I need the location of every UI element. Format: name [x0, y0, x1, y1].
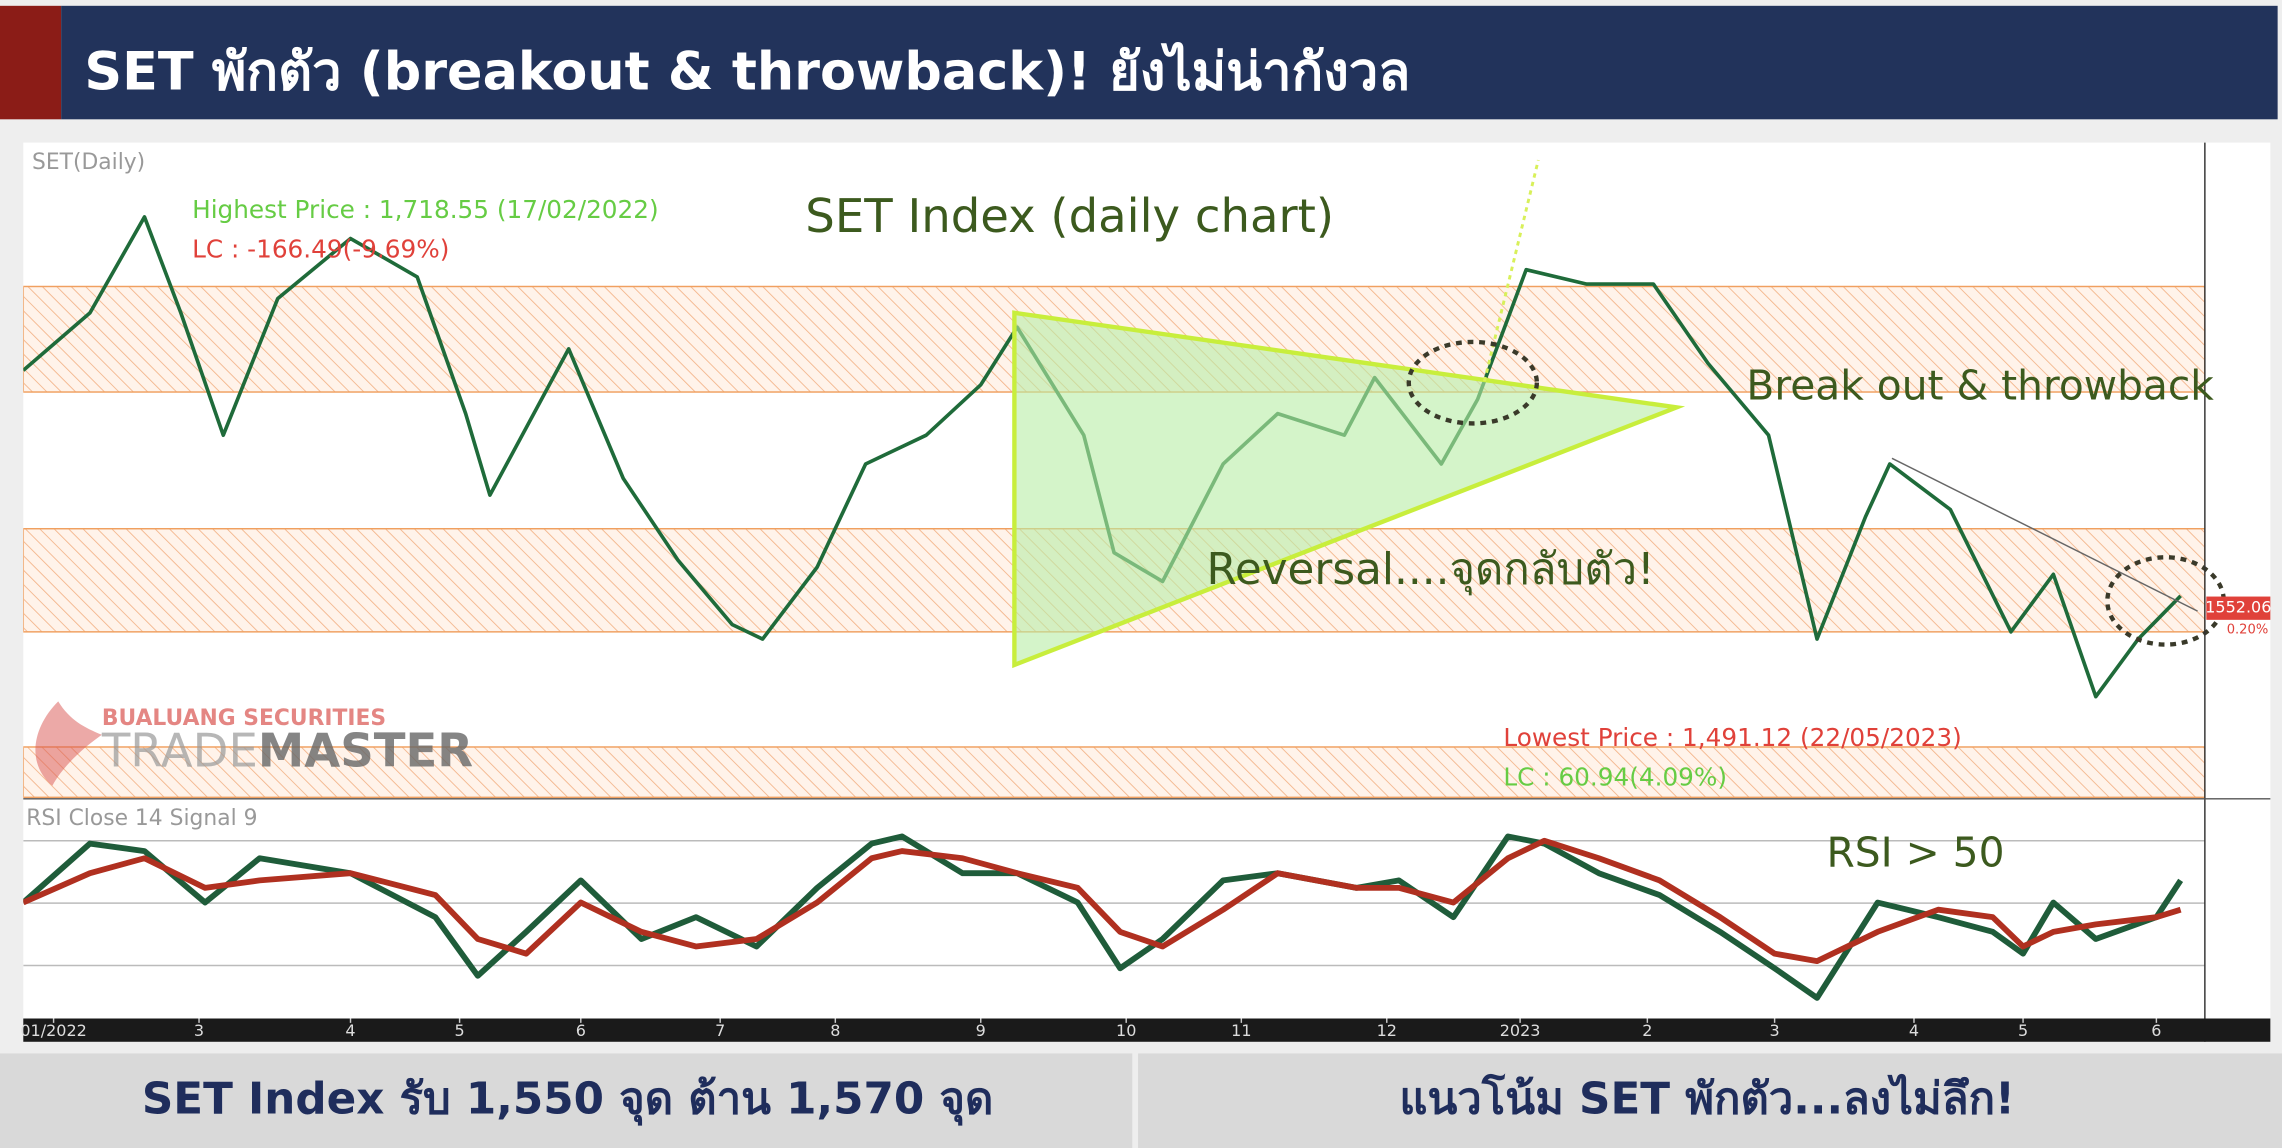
x-tick-label: 4 [345, 1021, 355, 1040]
header-accent [0, 5, 62, 120]
x-tick-label: 6 [576, 1021, 586, 1040]
footer-text: SET Index รับ 1,550 จุด ต้าน 1,570 จุด [142, 1073, 993, 1126]
x-axis-band [23, 1018, 2271, 1042]
annotation: Lowest Price : 1,491.12 (22/05/2023) [1503, 723, 1961, 752]
footer-box [1138, 1053, 2282, 1148]
annotation: RSI > 50 [1826, 829, 2004, 877]
series-line [23, 837, 2182, 965]
annotation: Break out & throwback [1746, 361, 2214, 409]
highlight-circle [1406, 339, 1540, 426]
footer-text: แนวโน้ม SET พักตัว...ลงไม่ลึก! [1399, 1072, 2015, 1124]
annotation: Highest Price : 1,718.55 (17/02/2022) [192, 195, 659, 224]
watermark-company: BUALUANG SECURITIES [102, 706, 386, 731]
x-tick-label: 4 [1909, 1021, 1919, 1040]
x-tick-label: 8 [830, 1021, 840, 1040]
trend-line [1891, 457, 2198, 612]
watermark-brand-bold: MASTER [258, 723, 473, 777]
x-tick-label: 3 [194, 1021, 204, 1040]
change-label: 0.20% [2227, 623, 2269, 638]
x-tick-label: 7 [715, 1021, 725, 1040]
zone [23, 746, 2205, 799]
x-tick-label: 2023 [1500, 1021, 1541, 1040]
x-tick-label: 9 [976, 1021, 986, 1040]
panel-label: RSI Close 14 Signal 9 [26, 806, 257, 831]
chart-title: SET Index (daily chart) [805, 189, 1334, 243]
header-title: SET พักตัว (breakout & throwback)! ยังไม… [84, 42, 1410, 103]
watermark-brand-light: TRADE [101, 723, 258, 777]
x-tick-label: 2 [1642, 1021, 1652, 1040]
header-bar [61, 5, 2278, 120]
annotation: Reversal....จุดกลับตัว! [1206, 544, 1654, 596]
x-tick-label: 5 [2018, 1021, 2028, 1040]
annotation: LC : -166.49(-9.69%) [192, 234, 449, 263]
watermark-logo [35, 701, 102, 786]
triangle-pattern [1012, 310, 1686, 669]
annotation: LC : 60.94(4.09%) [1503, 762, 1727, 791]
x-tick-label: 3 [1770, 1021, 1780, 1040]
price-tag [2206, 596, 2271, 620]
x-tick-label: 10 [1116, 1021, 1136, 1040]
x-tick-label: 6 [2151, 1021, 2161, 1040]
series-line [23, 833, 2184, 1001]
x-tick-label: 01/2022 [20, 1021, 86, 1040]
price-tag-label: 1552.06 [2205, 598, 2271, 617]
x-tick-label: 11 [1231, 1021, 1251, 1040]
panel-label: SET(Daily) [32, 150, 145, 175]
x-tick-label: 12 [1377, 1021, 1397, 1040]
x-tick-label: 5 [455, 1021, 465, 1040]
watermark-brand: TRADEMASTER [101, 723, 473, 777]
footer-box [0, 1053, 1133, 1148]
